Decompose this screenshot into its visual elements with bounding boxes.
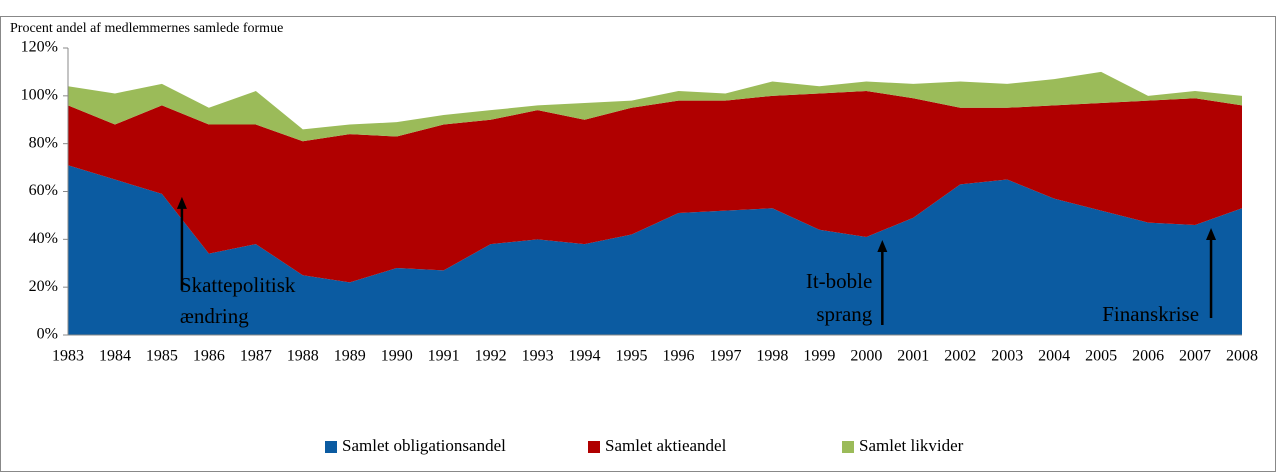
x-tick-label: 1985 xyxy=(146,348,178,365)
x-tick-label: 2000 xyxy=(850,348,882,365)
x-tick-label: 1983 xyxy=(52,348,84,365)
legend-swatch xyxy=(325,441,337,453)
y-axis-label: Procent andel af medlemmernes samlede fo… xyxy=(10,21,283,36)
y-tick-label: 60% xyxy=(29,182,58,199)
annotation-text: sprang xyxy=(816,302,872,326)
x-tick-label: 1995 xyxy=(616,348,648,365)
x-tick-label: 1991 xyxy=(428,348,460,365)
legend-label: Samlet obligationsandel xyxy=(342,436,506,455)
annotation-text: It-boble xyxy=(806,269,872,293)
legend-swatch xyxy=(842,441,854,453)
annotation-arrowhead xyxy=(877,239,888,252)
x-tick-label: 1992 xyxy=(475,348,507,365)
x-tick-label: 2007 xyxy=(1179,348,1211,365)
legend-label: Samlet likvider xyxy=(859,436,964,455)
x-tick-label: 1988 xyxy=(287,348,319,365)
area xyxy=(68,71,1242,142)
x-tick-label: 1996 xyxy=(662,348,694,365)
legend-label: Samlet aktieandel xyxy=(605,436,727,455)
annotation-arrowhead xyxy=(1206,227,1217,240)
area xyxy=(68,165,1242,335)
x-tick-label: 1993 xyxy=(522,348,554,365)
annotation-text: Finanskrise xyxy=(1102,302,1199,326)
x-tick-label: 1989 xyxy=(334,348,366,365)
x-tick-label: 1990 xyxy=(381,348,413,365)
x-tick-label: 1986 xyxy=(193,348,225,365)
area xyxy=(68,91,1242,283)
legend-swatch xyxy=(588,441,600,453)
x-tick-label: 1997 xyxy=(709,348,741,365)
x-tick-label: 1998 xyxy=(756,348,788,365)
x-tick-label: 2001 xyxy=(897,348,929,365)
x-tick-label: 1987 xyxy=(240,348,272,365)
x-tick-label: 2004 xyxy=(1038,348,1070,365)
x-tick-label: 2003 xyxy=(991,348,1023,365)
y-tick-label: 100% xyxy=(21,87,58,104)
annotation-arrowhead xyxy=(176,196,187,209)
y-tick-label: 40% xyxy=(29,230,58,247)
y-tick-label: 80% xyxy=(29,134,58,151)
x-tick-label: 1994 xyxy=(569,348,601,365)
y-tick-label: 120% xyxy=(21,39,58,56)
x-tick-label: 2006 xyxy=(1132,348,1164,365)
y-tick-label: 20% xyxy=(29,278,58,295)
y-tick-label: 0% xyxy=(37,326,58,343)
x-tick-label: 1984 xyxy=(99,348,131,365)
x-tick-label: 2002 xyxy=(944,348,976,365)
x-tick-label: 2005 xyxy=(1085,348,1117,365)
annotation-text: Skattepolitisk xyxy=(180,273,296,297)
annotation-text: ændring xyxy=(180,304,249,328)
x-tick-label: 1999 xyxy=(803,348,835,365)
x-tick-label: 2008 xyxy=(1226,348,1258,365)
